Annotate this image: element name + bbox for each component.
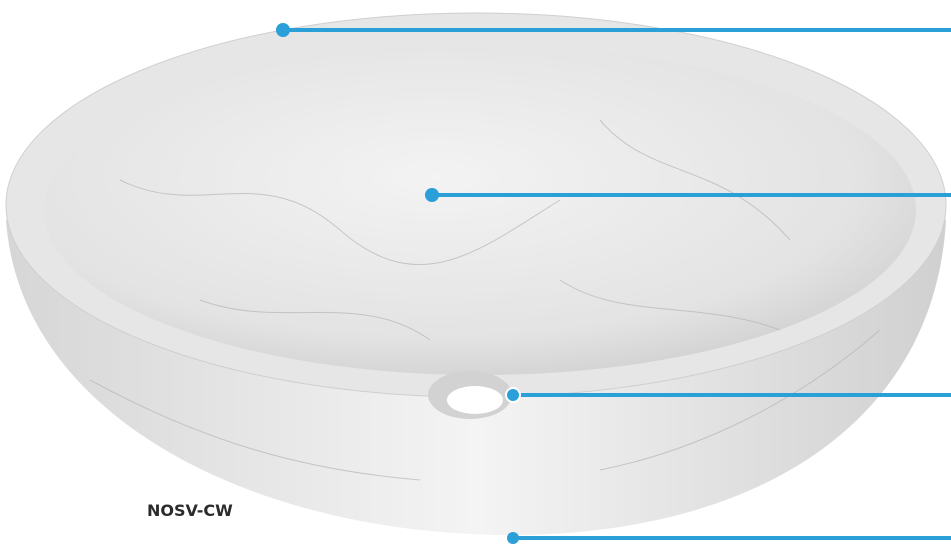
marble-veins xyxy=(89,119,881,481)
basin-interior xyxy=(44,45,916,375)
callout-dot xyxy=(507,532,519,544)
model-label: NOSV-CW xyxy=(147,501,233,520)
basin xyxy=(5,12,947,535)
callout-dot xyxy=(425,188,439,202)
callouts xyxy=(283,28,951,540)
callout-dot xyxy=(276,23,290,37)
callout-dots xyxy=(276,23,521,544)
drain-hole xyxy=(447,386,503,414)
callout-dot xyxy=(505,387,521,403)
